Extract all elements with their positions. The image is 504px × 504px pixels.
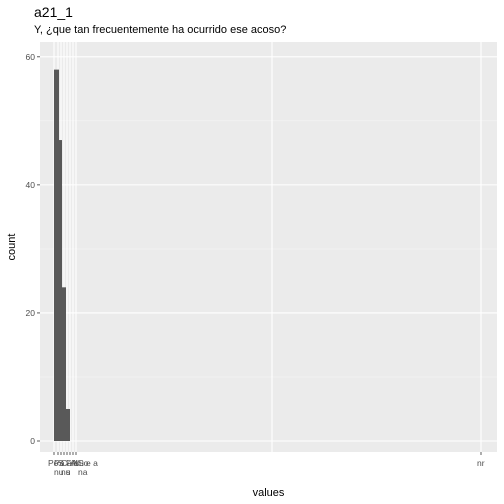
x-axis-title: values (253, 487, 285, 499)
x-tick-label: e a (86, 458, 98, 468)
x-tick-label: na (78, 467, 88, 477)
x-tick-label: Po (48, 458, 59, 468)
y-axis: 0 20 40 60 (26, 52, 40, 446)
x-tick-label: Al (70, 458, 78, 468)
x-tick-label: Fre (66, 458, 79, 468)
y-tick-label: 20 (26, 308, 36, 318)
bar (61, 287, 66, 441)
y-tick-label: 0 (30, 436, 35, 446)
chart-title: a21_1 (34, 4, 73, 20)
y-axis-title: count (6, 234, 18, 261)
plot-panel (40, 42, 497, 452)
x-tick-label: Po (54, 458, 65, 468)
bar (54, 69, 59, 441)
x-tick-label: S (58, 458, 64, 468)
y-tick-label: 60 (26, 52, 36, 62)
y-tick-label: 40 (26, 180, 36, 190)
x-tick-label: So (78, 458, 89, 468)
x-tick-label: Nu (73, 458, 84, 468)
bar (66, 408, 70, 441)
x-tick-label: nu (54, 467, 64, 477)
x-tick-label: Ca (61, 458, 72, 468)
x-tick-label: nr (477, 458, 485, 468)
x-tick-label: s (66, 467, 70, 477)
chart-subtitle: Y, ¿que tan frecuentemente ha ocurrido e… (34, 24, 287, 36)
bars-group (54, 69, 70, 441)
bar (58, 140, 62, 441)
x-tick-label: nu (61, 467, 71, 477)
